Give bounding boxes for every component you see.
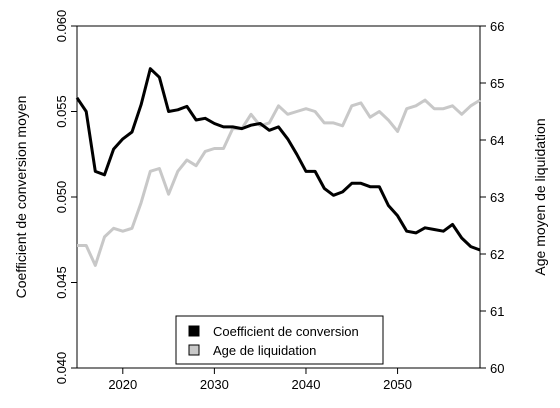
y-left-tick-label: 0.045 — [54, 266, 69, 299]
y-left-tick-label: 0.055 — [54, 95, 69, 128]
y-right-tick-label: 63 — [490, 190, 504, 205]
y-left-tick-label: 0.050 — [54, 181, 69, 214]
legend-box — [175, 315, 384, 365]
series-layer — [75, 67, 481, 267]
y-right-tick-label: 65 — [490, 76, 504, 91]
y-left-tick-label: 0.060 — [54, 10, 69, 43]
y-left-axis-title: Coefficient de conversion moyen — [13, 96, 29, 299]
legend-label-conversion: Coefficient de conversion — [213, 324, 359, 339]
y-right-tick-label: 61 — [490, 304, 504, 319]
y-right-tick-label: 64 — [490, 133, 504, 148]
y-right-tick-label: 66 — [490, 19, 504, 34]
x-axis: 2020 2030 2040 2050 — [108, 368, 412, 392]
legend-swatch-conversion — [188, 325, 200, 337]
x-tick-label: 2050 — [383, 377, 412, 392]
legend-label-age: Age de liquidation — [213, 343, 316, 358]
y-left-tick-label: 0.040 — [54, 352, 69, 385]
x-tick-label: 2040 — [292, 377, 321, 392]
series-line-conversion — [75, 67, 481, 252]
y-right-axis-title: Age moyen de liquidation — [532, 118, 548, 275]
y-right-tick-label: 60 — [490, 361, 504, 376]
x-tick-label: 2020 — [108, 377, 137, 392]
series-line-age — [77, 98, 481, 267]
legend: Coefficient de conversion Age de liquida… — [175, 315, 384, 365]
x-tick-label: 2030 — [200, 377, 229, 392]
legend-swatch-age — [188, 344, 200, 356]
y-right-tick-label: 62 — [490, 247, 504, 262]
y-right-axis: 60 61 62 63 64 65 66 — [480, 19, 504, 376]
y-left-axis: 0.040 0.045 0.050 0.055 0.060 — [54, 10, 77, 385]
